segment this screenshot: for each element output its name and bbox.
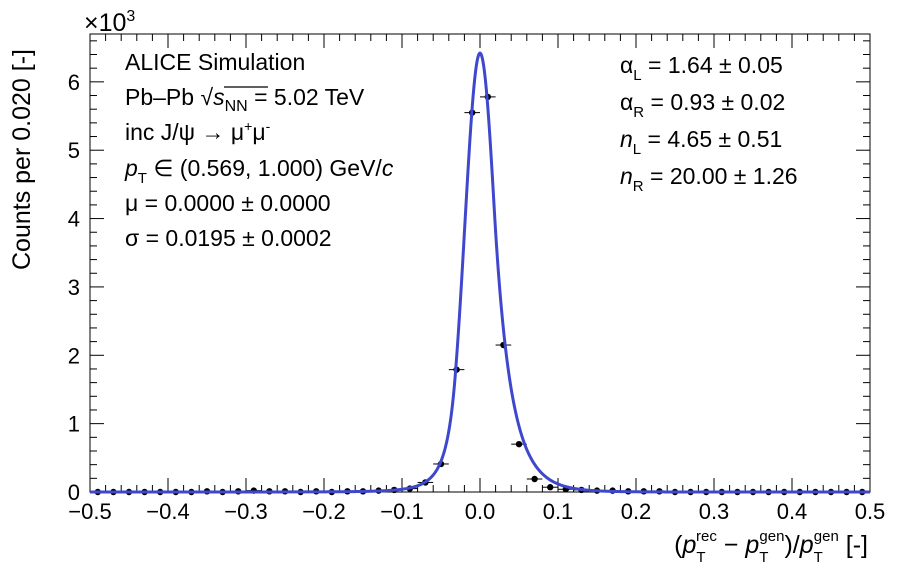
data-point	[515, 440, 523, 448]
x-tick-label: −0.3	[224, 499, 267, 524]
x-tick-label: −0.1	[380, 499, 423, 524]
annotation-decay: inc J/ψ → μ+μ-	[125, 118, 271, 145]
x-tick-label: 0.5	[855, 499, 886, 524]
y-tick-label: 1	[68, 412, 80, 437]
annotation-alpha-r: αR = 0.93 ± 0.02	[620, 89, 785, 121]
x-tick-label: 0.2	[621, 499, 652, 524]
annotation-sigma: σ = 0.0195 ± 0.0002	[125, 225, 332, 251]
x-tick-label: 0.3	[699, 499, 730, 524]
x-tick-labels: −0.5 −0.4 −0.3 −0.2 −0.1 0.0 0.1 0.2 0.3 0.4 0.5	[68, 499, 885, 524]
y-tick-label: 4	[68, 207, 80, 232]
x-tick-label: −0.4	[146, 499, 189, 524]
x-tick-label: −0.5	[68, 499, 111, 524]
annotation-mu: μ = 0.0000 ± 0.0000	[125, 190, 331, 216]
annotation-alice: ALICE Simulation	[125, 49, 305, 75]
data-point	[547, 484, 554, 491]
y-tick-label: 6	[68, 70, 80, 95]
data-points	[90, 93, 870, 496]
annotation-collision: Pb–Pb √sNN = 5.02 TeV	[125, 84, 365, 115]
fit-curve	[90, 51, 870, 494]
annotation-alpha-l: αL = 1.64 ± 0.05	[620, 52, 783, 84]
y-axis-label: Counts per 0.020 [-]	[8, 49, 36, 270]
x-tick-label: −0.2	[302, 499, 345, 524]
annotation-n-r: nR = 20.00 ± 1.26	[620, 163, 798, 195]
y-tick-label: 0	[68, 480, 80, 505]
y-tick-label: 3	[68, 275, 80, 300]
y-tick-label: 5	[68, 138, 80, 163]
x-tick-label: 0.1	[543, 499, 574, 524]
x-tick-label: 0.4	[777, 499, 808, 524]
y-exponent-label: ×103	[84, 8, 135, 37]
annotation-pt-range: pT ∈ (0.569, 1.000) GeV/c	[124, 155, 394, 187]
y-tick-labels: 0 1 2 3 4 5 6	[68, 70, 80, 505]
axis-ticks	[89, 34, 871, 493]
x-tick-label: 0.0	[465, 499, 496, 524]
x-axis-label: (pTrec − pTgen)/pTgen [-]	[674, 528, 868, 566]
annotation-n-l: nL = 4.65 ± 0.51	[620, 126, 782, 158]
y-tick-label: 2	[68, 343, 80, 368]
data-point	[531, 475, 538, 483]
